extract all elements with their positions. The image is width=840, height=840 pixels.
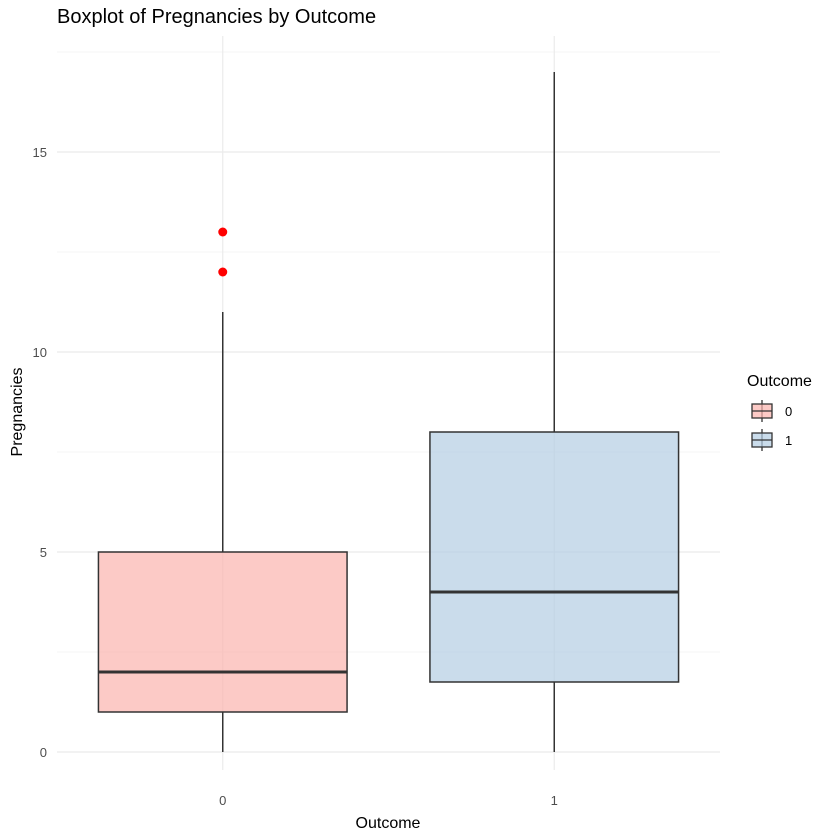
box-body: [97, 551, 348, 713]
legend: Outcome 0 1: [747, 373, 812, 451]
x-axis-title: Outcome: [356, 815, 421, 832]
outlier-point: [218, 267, 228, 277]
chart-title: Boxplot of Pregnancies by Outcome: [57, 6, 376, 28]
y-axis-ticks: 0 5 10 15: [33, 145, 47, 760]
box-1: [429, 72, 680, 752]
x-tick-label: 0: [219, 793, 226, 808]
box-body: [429, 431, 680, 683]
x-tick-label: 1: [551, 793, 558, 808]
legend-label: 0: [785, 404, 792, 419]
legend-title: Outcome: [747, 373, 812, 390]
legend-item-1: 1: [751, 429, 792, 451]
y-tick-label: 5: [40, 545, 47, 560]
outlier-point: [218, 227, 228, 237]
y-axis-title: Pregnancies: [9, 368, 26, 457]
legend-label: 1: [785, 433, 792, 448]
box-0: [97, 227, 348, 752]
y-tick-label: 10: [33, 345, 47, 360]
y-tick-label: 0: [40, 745, 47, 760]
legend-item-0: 0: [751, 400, 792, 422]
y-tick-label: 15: [33, 145, 47, 160]
boxes: [97, 72, 680, 752]
